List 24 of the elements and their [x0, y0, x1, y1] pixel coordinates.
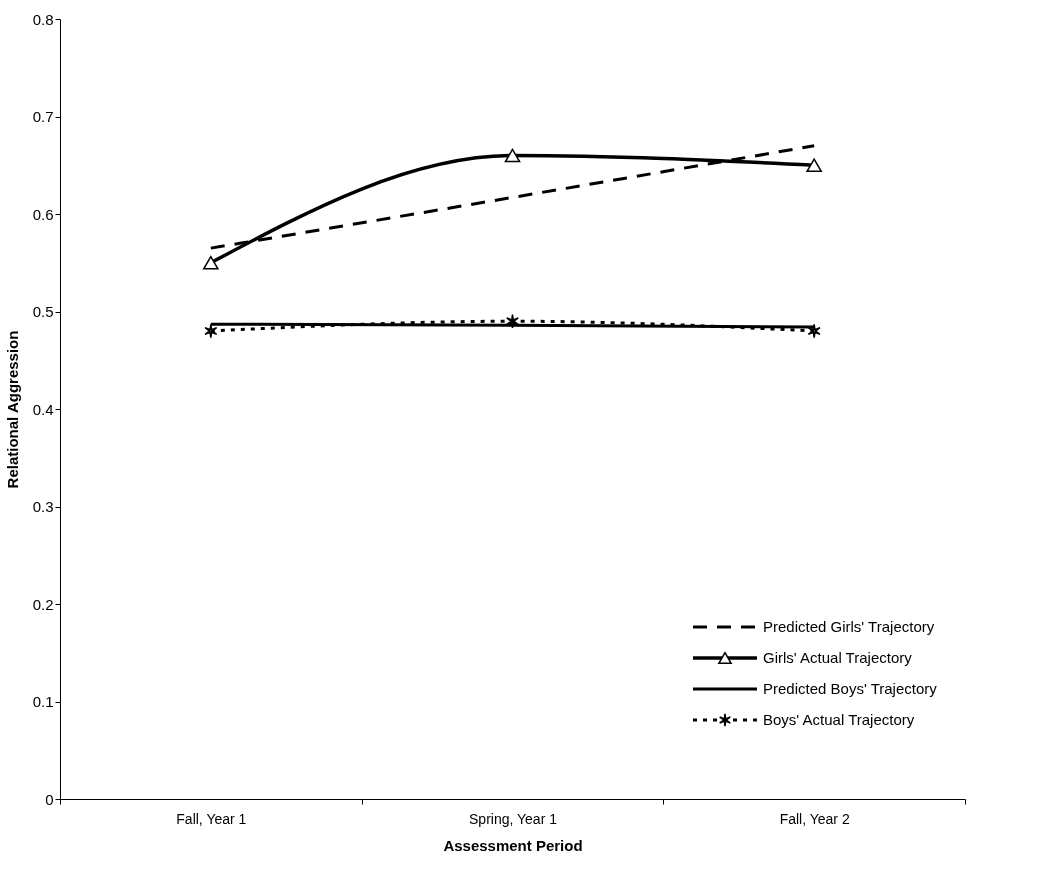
y-tick-label: 0.2 [32, 595, 54, 613]
y-tick-label: 0.6 [32, 205, 54, 223]
y-tick-label: 0.5 [32, 303, 54, 320]
y-tick-label: 0 [45, 790, 54, 808]
x-tick-label: Spring, Year 1 [469, 810, 558, 827]
point [504, 148, 521, 163]
legend-label: Girls' Actual Trajectory [763, 649, 913, 666]
point [203, 255, 219, 270]
legend-label: Boys' Actual Trajectory [763, 711, 915, 728]
legend-label: Predicted Boys' Trajectory [763, 680, 938, 697]
point [204, 323, 218, 339]
y-tick-label: 0.1 [32, 693, 54, 710]
point [807, 323, 821, 339]
y-tick-label: 0.3 [32, 498, 54, 515]
y-tick-label: 0.7 [32, 108, 54, 125]
x-axis-title: Assessment Period [443, 836, 583, 854]
x-tick-label: Fall, Year 2 [779, 810, 850, 827]
x-tick-label: Fall, Year 1 [176, 810, 247, 827]
point [806, 158, 822, 173]
y-tick-label: 0.4 [32, 400, 54, 418]
legend-label: Predicted Girls' Trajectory [763, 618, 935, 635]
point [505, 313, 520, 329]
y-axis-title: Relational Aggression [3, 330, 21, 489]
y-tick-label: 0.8 [32, 10, 54, 28]
